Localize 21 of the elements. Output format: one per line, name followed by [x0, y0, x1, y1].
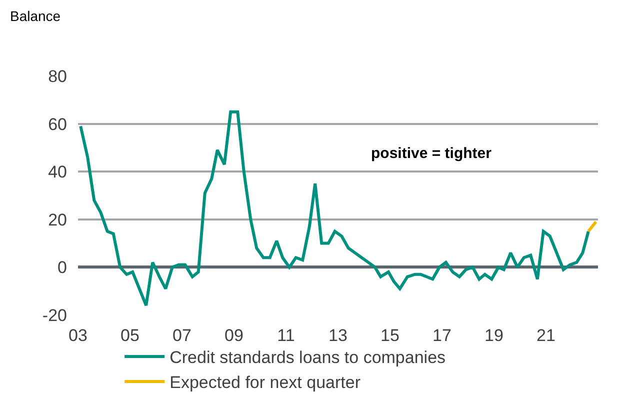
- x-tick-label: 21: [536, 326, 556, 345]
- x-tick-label: 03: [68, 326, 88, 345]
- y-tick-label: -20: [42, 306, 67, 325]
- x-tick-label: 05: [120, 326, 140, 345]
- x-tick-label: 19: [484, 326, 504, 345]
- x-tick-label: 09: [224, 326, 244, 345]
- line-series: [79, 110, 590, 307]
- y-axis-title: Balance: [10, 8, 61, 24]
- legend-label: Expected for next quarter: [170, 373, 361, 392]
- x-tick-label: 17: [432, 326, 452, 345]
- y-tick-label: 60: [48, 114, 67, 134]
- x-tick-label: 11: [277, 326, 295, 345]
- y-tick-label: 80: [48, 66, 67, 86]
- y-tick-label: 40: [48, 162, 67, 182]
- annotation: positive = tighter: [371, 145, 492, 162]
- y-tick-label: 0: [58, 258, 67, 278]
- x-tick-label: 07: [172, 326, 192, 345]
- x-tick-label: 15: [380, 326, 400, 345]
- x-tick-label: 13: [328, 326, 348, 345]
- legend-label: Credit standards loans to companies: [170, 348, 446, 368]
- y-tick-label: 20: [48, 210, 67, 230]
